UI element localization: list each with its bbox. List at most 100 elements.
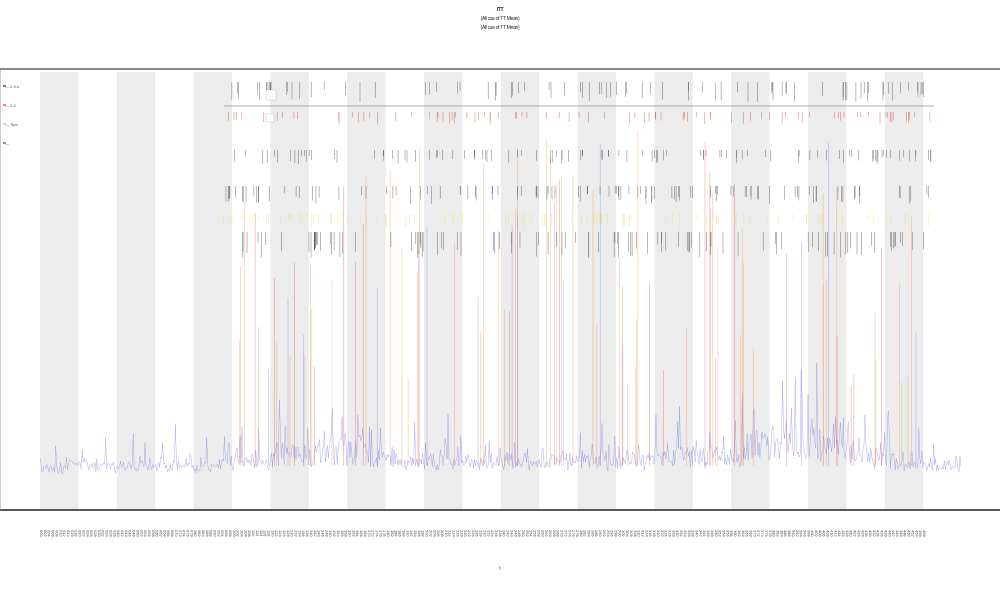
x-tick-label: 190: [405, 530, 410, 537]
x-tick-label: 244: [509, 530, 514, 537]
x-tick-label: 232: [486, 530, 491, 537]
chart-header: ITT (All cas of TT Mean) (All cas of TT …: [0, 6, 1000, 33]
x-tick-label: 304: [625, 530, 630, 537]
x-tick-label: 076: [186, 530, 191, 537]
x-tick-label: 014: [66, 530, 71, 537]
x-tick-label: 326: [668, 530, 673, 537]
x-tick-label: 320: [656, 530, 661, 537]
x-tick-label: 112: [255, 530, 260, 537]
x-tick-label: 056: [147, 530, 152, 537]
legend-label: — Tipo: [5, 122, 18, 127]
x-tick-label: 128: [286, 530, 291, 537]
x-tick-label: 058: [151, 530, 156, 537]
x-tick-label: 398: [806, 530, 811, 537]
x-tick-label: 318: [652, 530, 657, 537]
x-tick-label: 392: [795, 530, 800, 537]
x-tick-label: 424: [856, 530, 861, 537]
shaded-band: [424, 72, 463, 510]
x-tick-label: 126: [282, 530, 287, 537]
x-tick-label: 050: [135, 530, 140, 537]
x-tick-label: 160: [348, 530, 353, 537]
x-tick-label: 456: [918, 530, 923, 537]
x-tick-label: 228: [479, 530, 484, 537]
shaded-band: [40, 72, 79, 510]
x-tick-label: 440: [887, 530, 892, 537]
x-tick-label: 282: [583, 530, 588, 537]
x-tick-label: 374: [760, 530, 765, 537]
x-tick-label: 302: [621, 530, 626, 537]
x-tick-label: 316: [648, 530, 653, 537]
x-tick-label: 448: [903, 530, 908, 537]
x-tick-label: 404: [818, 530, 823, 537]
x-tick-label: 334: [683, 530, 688, 537]
x-tick-label: 428: [864, 530, 869, 537]
x-tick-label: 400: [810, 530, 815, 537]
x-tick-label: 224: [471, 530, 476, 537]
x-tick-label: 088: [209, 530, 214, 537]
x-tick-label: 106: [243, 530, 248, 537]
x-tick-label: 364: [741, 530, 746, 537]
x-tick-label: 276: [571, 530, 576, 537]
x-tick-label: 248: [517, 530, 522, 537]
x-tick-label: 290: [598, 530, 603, 537]
x-tick-label: 158: [344, 530, 349, 537]
chart-subtitle-2: (All cas of TT Mean): [480, 25, 520, 31]
x-tick-label: 064: [162, 530, 167, 537]
shaded-band: [500, 72, 540, 510]
x-tick-label: 314: [644, 530, 649, 537]
inset-label-box: [265, 113, 275, 123]
x-tick-label: 140: [309, 530, 314, 537]
x-tick-label: 270: [560, 530, 565, 537]
x-tick-label: 008: [54, 530, 59, 537]
x-tick-label: 322: [660, 530, 665, 537]
x-tick-label: 118: [267, 530, 272, 537]
x-tick-label: 252: [525, 530, 530, 537]
x-tick-label: 020: [78, 530, 83, 537]
x-tick-label: 356: [725, 530, 730, 537]
x-tick-label: 360: [733, 530, 738, 537]
x-tick-label: 268: [556, 530, 561, 537]
x-tick-label: 306: [629, 530, 634, 537]
x-tick-label: 100: [232, 530, 237, 537]
x-tick-label: 150: [328, 530, 333, 537]
signal-layer: [39, 362, 962, 475]
x-tick-label: 136: [301, 530, 306, 537]
x-tick-label: 134: [297, 530, 302, 537]
x-tick-label: 174: [375, 530, 380, 537]
x-tick-label: 220: [463, 530, 468, 537]
x-tick-label: 338: [691, 530, 696, 537]
x-tick-label: 410: [830, 530, 835, 537]
x-tick-label: 038: [112, 530, 117, 537]
x-tick-label: 378: [768, 530, 773, 537]
x-tick-label: 010: [58, 530, 63, 537]
x-tick-label: 260: [540, 530, 545, 537]
x-tick-label: 152: [332, 530, 337, 537]
x-tick-label: 384: [779, 530, 784, 537]
x-tick-label: 120: [270, 530, 275, 537]
x-tick-label: 132: [294, 530, 299, 537]
x-tick-label: 168: [363, 530, 368, 537]
x-tick-label: 416: [841, 530, 846, 537]
x-tick-label: 262: [544, 530, 549, 537]
x-tick-label: 432: [872, 530, 877, 537]
x-tick-label: 370: [752, 530, 757, 537]
x-tick-label: 022: [81, 530, 86, 537]
x-tick-label: 352: [718, 530, 723, 537]
x-tick-label: 288: [594, 530, 599, 537]
x-tick-label: 222: [467, 530, 472, 537]
x-tick-label: 210: [444, 530, 449, 537]
x-tick-label: 178: [382, 530, 387, 537]
x-tick-label: 300: [617, 530, 622, 537]
x-tick-label: 420: [849, 530, 854, 537]
x-tick-label: 336: [687, 530, 692, 537]
x-tick-label: 028: [93, 530, 98, 537]
x-tick-label: 046: [128, 530, 133, 537]
x-tick-label: 458: [922, 530, 927, 537]
x-tick-label: 348: [710, 530, 715, 537]
chart-subtitle-1: (All cas of TT Mean): [480, 16, 520, 22]
x-tick-label: 258: [536, 530, 541, 537]
x-tick-label: 422: [853, 530, 858, 537]
x-tick-label: 212: [448, 530, 453, 537]
inset-label-box: [265, 89, 277, 101]
